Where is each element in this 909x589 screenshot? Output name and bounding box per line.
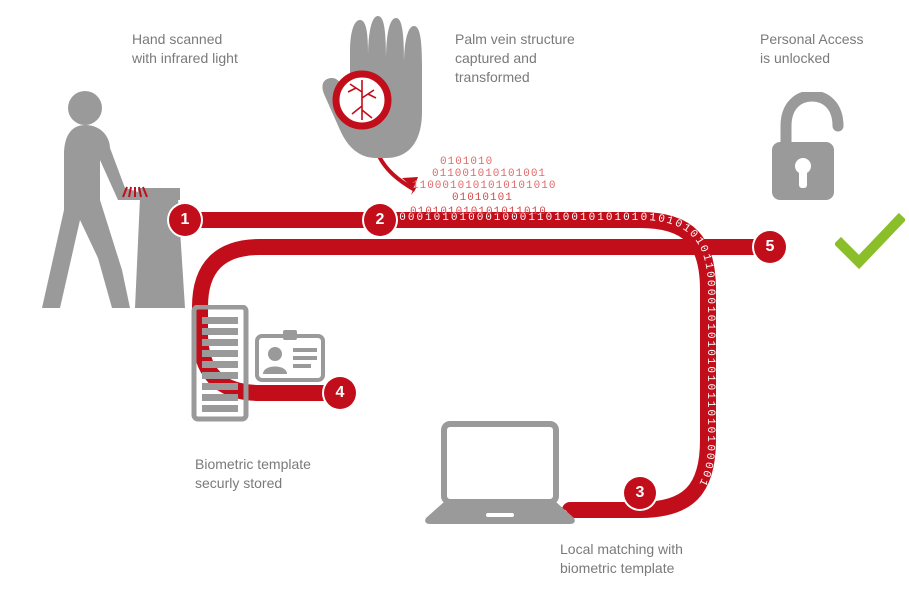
- scan-glow-icon: [121, 185, 149, 199]
- step-marker-3: 3: [624, 477, 656, 509]
- label-step2: Palm vein structurecaptured andtransform…: [455, 30, 575, 87]
- step-marker-4: 4: [324, 377, 356, 409]
- idcard-icon: [255, 328, 325, 383]
- step-marker-2: 2: [364, 204, 396, 236]
- server-icon: [190, 305, 250, 425]
- binary-row-1: 011001010101001: [432, 168, 546, 180]
- label-step4: Biometric templatesecurly stored: [195, 455, 311, 493]
- padlock-open-icon: [762, 92, 852, 212]
- hand-icon: [310, 12, 440, 162]
- label-step1: Hand scannedwith infrared light: [132, 30, 238, 68]
- binary-row-3: 01010101: [452, 192, 513, 204]
- laptop-icon: [420, 418, 580, 528]
- checkmark-icon: [835, 212, 905, 272]
- binary-row-4: 010101010101011010: [410, 206, 547, 218]
- binary-row-2: 1100010101010101010: [412, 180, 556, 192]
- diagram-stage: 0100010101000100011010010101010101010101…: [0, 0, 909, 589]
- binary-row-0: 0101010: [440, 156, 493, 168]
- step-marker-5: 5: [754, 231, 786, 263]
- label-step5: Personal Accessis unlocked: [760, 30, 864, 68]
- step-marker-1: 1: [169, 204, 201, 236]
- person-scanner-icon: [30, 80, 195, 310]
- label-step3: Local matching withbiometric template: [560, 540, 683, 578]
